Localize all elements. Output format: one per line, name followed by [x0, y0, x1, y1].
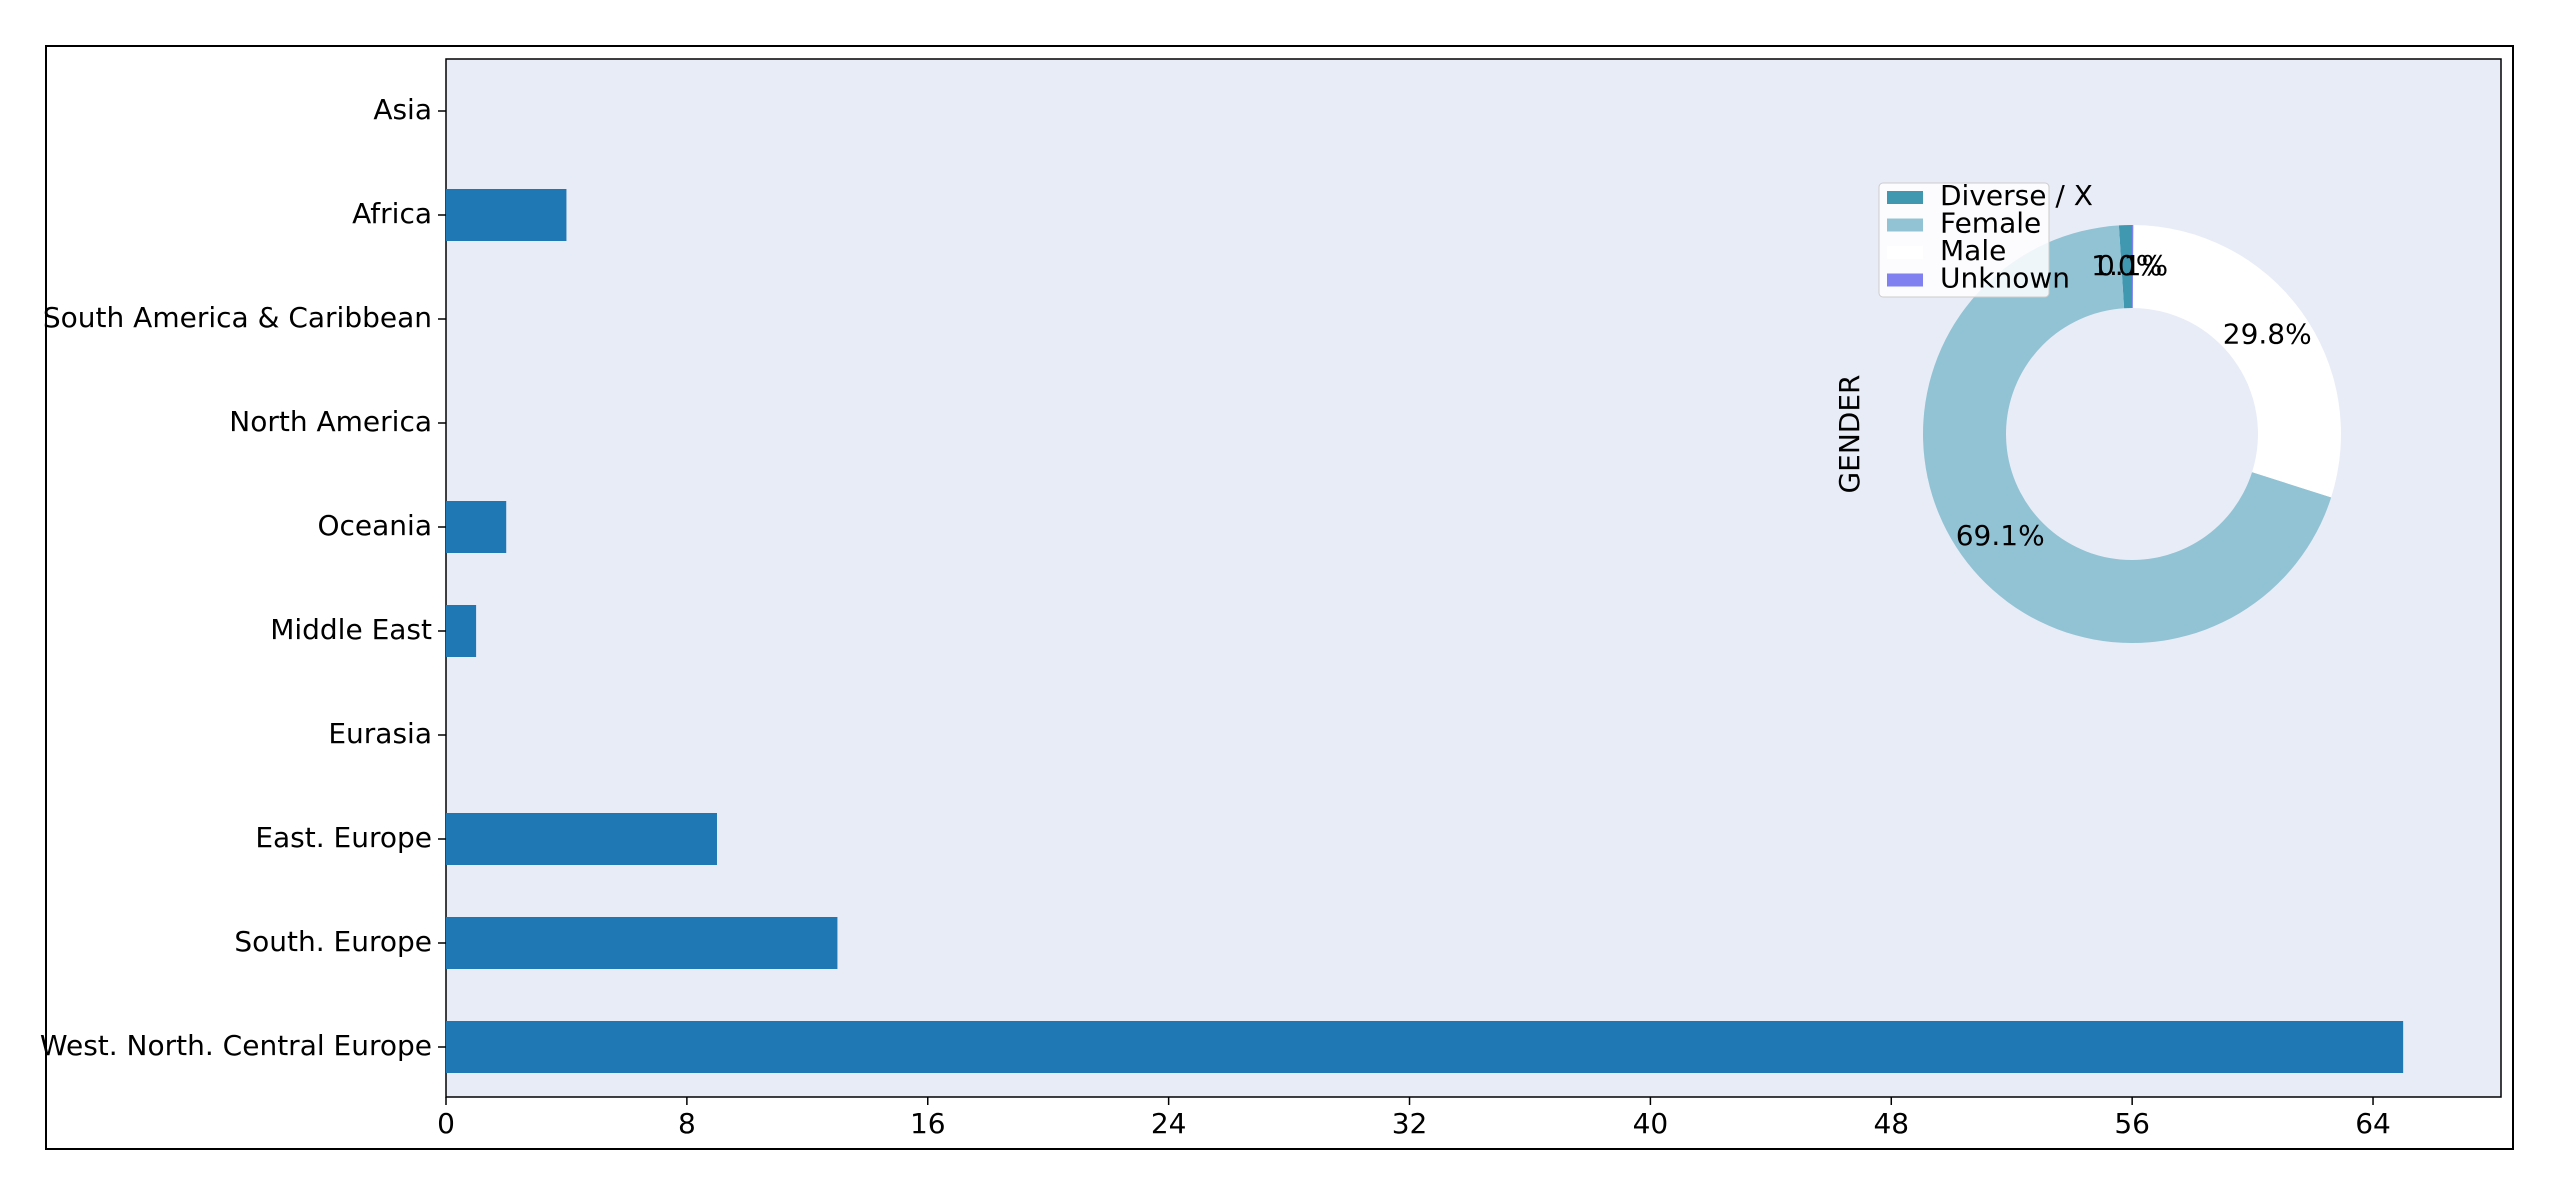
x-tick-label: 64	[2355, 1107, 2391, 1140]
bar	[446, 813, 717, 865]
x-tick-label: 48	[1873, 1107, 1909, 1140]
pct-label: 69.1%	[1956, 519, 2045, 552]
legend-label: Unknown	[1940, 262, 2070, 295]
y-tick-label: South America & Caribbean	[43, 301, 432, 334]
legend-label: Male	[1940, 234, 2006, 267]
legend-label: Female	[1940, 207, 2041, 240]
bar	[446, 1021, 2404, 1073]
x-tick-label: 40	[1633, 1107, 1669, 1140]
y-tick-label: Eurasia	[328, 717, 432, 750]
donut-wedge	[2132, 225, 2341, 498]
y-tick-label: North America	[229, 405, 432, 438]
bar	[446, 501, 507, 553]
pct-label: 29.8%	[2223, 318, 2312, 351]
y-tick-label: Middle East	[270, 613, 432, 646]
x-tick-label: 24	[1151, 1107, 1187, 1140]
figure-frame	[45, 45, 2514, 1150]
y-tick-label: East. Europe	[255, 821, 432, 854]
pct-label: 0.1%	[2097, 249, 2168, 282]
bar	[446, 189, 567, 241]
y-tick-label: South. Europe	[234, 925, 432, 958]
y-tick-label: West. North. Central Europe	[40, 1029, 432, 1062]
donut-wedge	[2132, 225, 2134, 309]
legend-label: Diverse / X	[1940, 179, 2093, 212]
bar	[446, 917, 838, 969]
x-tick-label: 0	[437, 1107, 455, 1140]
legend-swatch	[1887, 218, 1923, 232]
x-tick-label: 8	[678, 1107, 696, 1140]
y-axis-label: GENDER	[1833, 374, 1866, 493]
y-tick-label: Oceania	[317, 509, 432, 542]
donut-wedge	[2118, 225, 2132, 309]
legend-swatch	[1887, 246, 1923, 259]
x-tick-label: 32	[1392, 1107, 1428, 1140]
bar	[446, 605, 477, 657]
y-tick-label: Africa	[352, 197, 432, 230]
legend-box	[1878, 182, 2050, 298]
legend-swatch	[1887, 273, 1923, 287]
pct-label: 1.0%	[2091, 249, 2162, 282]
legend-swatch	[1887, 191, 1923, 204]
donut-wedge	[1923, 225, 2332, 643]
x-tick-label: 16	[910, 1107, 946, 1140]
x-tick-label: 56	[2114, 1107, 2150, 1140]
y-tick-label: Asia	[373, 93, 432, 126]
